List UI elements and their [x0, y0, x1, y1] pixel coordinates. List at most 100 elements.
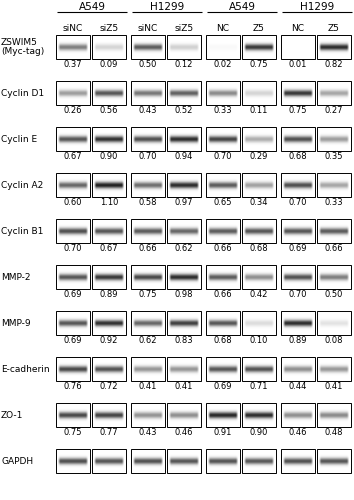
Text: 0.50: 0.50 [325, 290, 343, 299]
Text: 0.89: 0.89 [100, 290, 118, 299]
Text: 0.62: 0.62 [175, 244, 193, 253]
Text: 0.12: 0.12 [175, 60, 193, 69]
Text: 0.43: 0.43 [139, 428, 157, 437]
Bar [92, 449, 126, 473]
Text: 0.35: 0.35 [325, 152, 343, 161]
Bar [56, 265, 90, 289]
Bar [131, 35, 165, 59]
Text: Cyclin E: Cyclin E [1, 134, 37, 143]
Text: 0.34: 0.34 [250, 198, 268, 207]
Bar [242, 311, 276, 335]
Text: 0.52: 0.52 [175, 106, 193, 115]
Bar [167, 219, 201, 243]
Text: H1299: H1299 [300, 2, 334, 12]
Text: 0.75: 0.75 [64, 428, 82, 437]
Text: 0.26: 0.26 [64, 106, 82, 115]
Bar [92, 265, 126, 289]
Bar [131, 81, 165, 105]
Text: 0.09: 0.09 [100, 60, 118, 69]
Text: 0.68: 0.68 [214, 336, 232, 345]
Text: 0.62: 0.62 [139, 336, 157, 345]
Text: 0.89: 0.89 [289, 336, 307, 345]
Text: 0.90: 0.90 [100, 152, 118, 161]
Bar [92, 357, 126, 381]
Bar [317, 173, 351, 197]
Text: 0.98: 0.98 [175, 290, 193, 299]
Text: 0.08: 0.08 [325, 336, 343, 345]
Bar [167, 265, 201, 289]
Bar [56, 449, 90, 473]
Bar [242, 357, 276, 381]
Bar [167, 173, 201, 197]
Bar [317, 357, 351, 381]
Text: Cyclin A2: Cyclin A2 [1, 180, 43, 190]
Bar [56, 127, 90, 151]
Bar [317, 127, 351, 151]
Text: 0.44: 0.44 [289, 382, 307, 391]
Text: 0.70: 0.70 [139, 152, 157, 161]
Bar [281, 449, 315, 473]
Text: 0.11: 0.11 [250, 106, 268, 115]
Text: 0.69: 0.69 [64, 290, 82, 299]
Text: 0.46: 0.46 [289, 428, 307, 437]
Text: 0.41: 0.41 [325, 382, 343, 391]
Text: Z5: Z5 [253, 24, 265, 33]
Text: 0.58: 0.58 [139, 198, 157, 207]
Bar [206, 173, 240, 197]
Text: 0.75: 0.75 [139, 290, 157, 299]
Text: 0.10: 0.10 [250, 336, 268, 345]
Text: 0.70: 0.70 [64, 244, 82, 253]
Text: 0.48: 0.48 [325, 428, 343, 437]
Bar [242, 81, 276, 105]
Text: 0.68: 0.68 [250, 244, 268, 253]
Bar [131, 127, 165, 151]
Text: 0.97: 0.97 [175, 198, 193, 207]
Bar [92, 35, 126, 59]
Text: 0.41: 0.41 [175, 382, 193, 391]
Text: 0.69: 0.69 [289, 244, 307, 253]
Bar [242, 35, 276, 59]
Bar [206, 219, 240, 243]
Bar [317, 265, 351, 289]
Bar [281, 173, 315, 197]
Bar [131, 265, 165, 289]
Bar [167, 127, 201, 151]
Bar [281, 219, 315, 243]
Text: 0.43: 0.43 [139, 106, 157, 115]
Text: 0.91: 0.91 [214, 428, 232, 437]
Text: siNC: siNC [63, 24, 83, 33]
Text: 0.69: 0.69 [214, 382, 232, 391]
Text: 0.94: 0.94 [175, 152, 193, 161]
Bar [56, 173, 90, 197]
Bar [92, 173, 126, 197]
Text: 0.37: 0.37 [64, 60, 82, 69]
Bar [206, 311, 240, 335]
Text: GAPDH: GAPDH [1, 456, 33, 466]
Bar [242, 219, 276, 243]
Bar [317, 403, 351, 427]
Bar [317, 35, 351, 59]
Bar [92, 403, 126, 427]
Text: siZ5: siZ5 [99, 24, 119, 33]
Text: ZSWIM5
(Myc-tag): ZSWIM5 (Myc-tag) [1, 38, 44, 56]
Bar [131, 173, 165, 197]
Bar [281, 265, 315, 289]
Text: siZ5: siZ5 [175, 24, 194, 33]
Bar [131, 219, 165, 243]
Text: 0.92: 0.92 [100, 336, 118, 345]
Text: 0.56: 0.56 [100, 106, 118, 115]
Bar [242, 127, 276, 151]
Text: 0.70: 0.70 [214, 152, 232, 161]
Text: siNC: siNC [138, 24, 158, 33]
Bar [206, 265, 240, 289]
Bar [206, 357, 240, 381]
Text: 0.82: 0.82 [325, 60, 343, 69]
Text: NC: NC [217, 24, 229, 33]
Text: A549: A549 [79, 2, 105, 12]
Bar [206, 81, 240, 105]
Bar [206, 403, 240, 427]
Bar [317, 219, 351, 243]
Text: 0.66: 0.66 [214, 290, 232, 299]
Bar [56, 311, 90, 335]
Bar [92, 81, 126, 105]
